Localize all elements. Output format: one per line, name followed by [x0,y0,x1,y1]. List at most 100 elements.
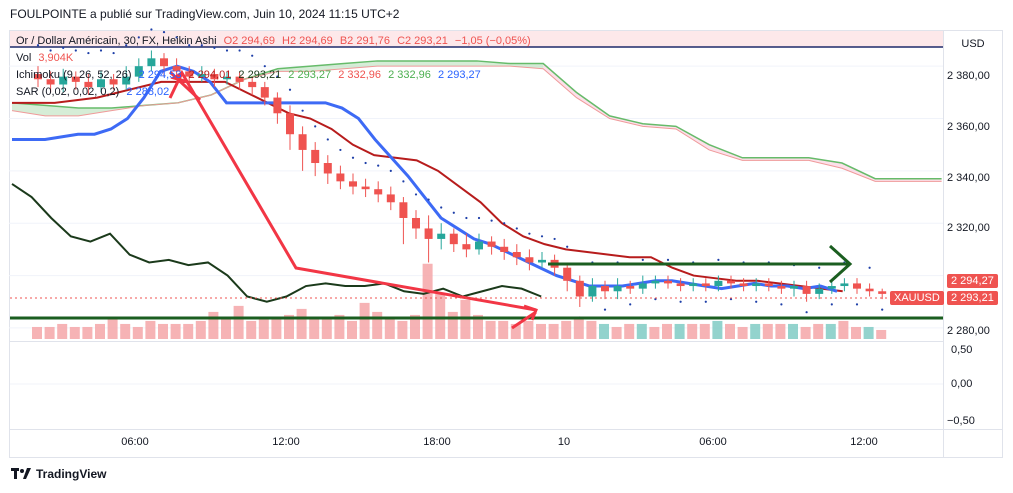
volume-bar [750,323,761,339]
currency-selector[interactable]: USD [961,38,985,50]
chart-frame [9,30,1003,458]
sar-dot [301,109,304,112]
candle-body [613,286,622,292]
volume-bar [258,317,269,339]
volume-bar [699,323,710,339]
volume-bar [170,323,181,339]
volume-bar [813,323,824,339]
volume-bar [687,323,698,339]
tradingview-brand: TradingView [36,467,107,481]
volume-bar [334,314,345,339]
pane-separator[interactable] [9,341,944,342]
candle-body [122,76,131,85]
price-axis-label: 2 340,00 [947,172,990,184]
candle-body [172,66,181,72]
candle-body [336,173,345,182]
sar-dot [87,51,90,55]
candle-body [412,217,420,229]
legend-volume-row[interactable]: Vol 3,904K [16,51,73,65]
volume-bar [246,320,257,339]
sar-dot [868,266,871,269]
publisher-caption: FOULPOINTE a publié sur TradingView.com,… [10,7,400,21]
sar-dot [225,49,229,52]
legend-symbol-row[interactable]: Or / Dollar Américain, 30, FX, Heikin As… [16,34,531,48]
ohlc-close: C2 293,21 [397,35,448,47]
cloud-bullish [12,60,544,116]
legend-ichimoku-row[interactable]: Ichimoku (9, 26, 52, 26) 2 294,53 2 294,… [16,68,481,82]
volume-bar [447,311,458,339]
volume-label[interactable]: Vol [16,52,32,64]
legend-sar-row[interactable]: SAR (0,02, 0,02, 0,2) 2 288,02 [16,85,169,99]
volume-bar [372,311,383,339]
candle-body [764,283,773,287]
sar-dot [566,245,569,248]
sar-dot [528,232,531,235]
candle-body [349,181,357,187]
sar-dot [477,216,481,220]
sar-dot [389,169,392,172]
volume-bar [284,314,294,339]
ohlc-change: −1,05 (−0,05%) [454,35,531,47]
volume-bar [876,329,887,339]
price-axis-label: 2 320,00 [947,222,990,234]
candle-body [752,283,761,287]
sar-dot [351,156,355,159]
volume-bar [737,326,748,339]
candle-body [399,202,408,218]
volume-bar [561,320,572,339]
volume-bar [410,314,420,339]
candle-body [273,97,282,114]
ichimoku-label[interactable]: Ichimoku (9, 26, 52, 26) [16,69,132,81]
osc-axis-label: 0,00 [951,378,973,390]
time-axis-border [9,429,1003,430]
volume-bar [523,320,534,339]
volume-bar [851,326,861,339]
sar-dot [74,49,77,52]
volume-bar [863,326,874,339]
volume-bar [44,326,55,339]
candle-body [689,283,698,287]
candle-body [638,283,647,289]
candle-body [601,286,609,292]
candle-body [802,286,811,294]
volume-bar [347,320,357,339]
symbol-title[interactable]: Or / Dollar Américain, 30, FX, Heikin As… [16,35,217,47]
sar-dot [666,258,670,261]
sar-dot [603,308,607,311]
sar-dot [200,44,203,47]
legend-band [10,31,943,47]
candle-body [424,228,433,239]
sar-dot [679,300,682,303]
candle-body [840,283,849,287]
sar-dot [729,298,733,301]
candle-body [185,71,194,77]
sar-dot [339,148,342,152]
sar-label[interactable]: SAR (0,02, 0,02, 0,2) [16,86,120,98]
candle-body [475,241,483,250]
candle-body [361,186,370,190]
sar-dot [540,235,544,238]
volume-bar [775,323,786,339]
tradingview-footer[interactable]: TradingView [11,467,106,481]
candle-body [790,286,798,289]
candle-body [323,163,332,174]
candle-body [500,246,509,253]
volume-bar [725,323,735,339]
sar-dot [402,180,405,183]
sar-dot [515,227,518,230]
candle-body [626,286,635,289]
volume-bar [599,323,609,339]
sar-dot [162,31,166,34]
candle-body [739,283,748,287]
sar-dot [641,258,644,261]
candle-body [815,288,824,294]
cloud-bearish [543,63,942,182]
volume-bar [82,326,93,339]
sar-dot [818,266,821,269]
volume-bar [233,305,244,339]
volume-bar [120,323,131,339]
sar-dot [427,198,430,201]
osc-axis-label: 0,50 [951,344,973,356]
sar-dot [490,219,493,222]
